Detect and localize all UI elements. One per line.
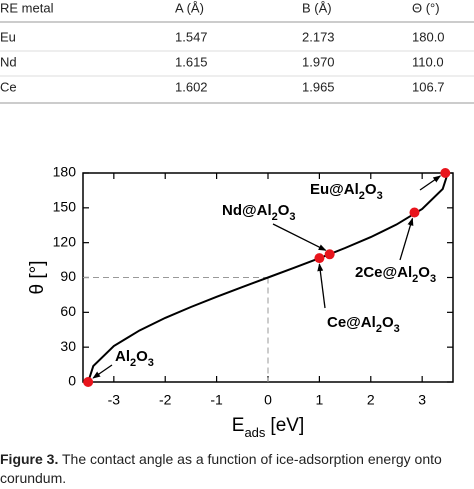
- data-point: [324, 249, 335, 260]
- table-cell: 1.615: [175, 54, 208, 69]
- y-tick-label: 90: [60, 268, 76, 284]
- table-cell: 1.602: [175, 79, 208, 94]
- x-tick-label: 1: [315, 392, 323, 408]
- x-tick-label: 0: [264, 392, 272, 408]
- table-header: RE metal: [0, 0, 54, 15]
- annotation-arrow: [317, 263, 326, 309]
- annotation-arrow: [399, 217, 414, 261]
- point-label: 2Ce@Al2O3: [355, 264, 436, 285]
- table-header: Θ (°): [412, 0, 440, 15]
- x-axis-label-part: E: [232, 415, 245, 436]
- x-axis-label-part: ads: [244, 425, 265, 440]
- table-cell: Ce: [0, 79, 17, 94]
- caption-text: The contact angle as a function of ice-a…: [0, 451, 442, 486]
- data-point: [83, 377, 94, 387]
- annotation-arrow: [419, 175, 442, 191]
- table-cell: 106.7: [412, 79, 445, 94]
- y-tick-label: 60: [60, 303, 76, 319]
- table-cell: 1.970: [302, 54, 335, 69]
- point-label: Eu@Al2O3: [310, 181, 383, 202]
- caption-label: Figure 3.: [0, 451, 59, 467]
- data-point: [409, 207, 420, 218]
- point-label: Nd@Al2O3: [222, 202, 296, 223]
- x-axis-label-part: [eV]: [270, 415, 304, 436]
- table-header: B (Å): [302, 0, 332, 15]
- x-tick-label: 2: [367, 392, 375, 408]
- x-tick-label: -3: [108, 392, 121, 408]
- x-tick-label: -1: [210, 392, 223, 408]
- annotation-arrow: [92, 364, 113, 379]
- y-axis-label: θ [°]: [27, 260, 48, 294]
- x-axis-label: Eads [eV]: [232, 415, 304, 440]
- table-cell: 1.547: [175, 29, 208, 44]
- x-tick-label: 3: [418, 392, 426, 408]
- x-tick-label: -2: [159, 392, 172, 408]
- caption: Figure 3. The contact angle as a functio…: [0, 450, 474, 488]
- annotation-arrow: [272, 223, 327, 251]
- table-cell: 1.965: [302, 79, 335, 94]
- point-label: Al2O3: [115, 348, 154, 369]
- y-tick-label: 180: [53, 164, 77, 180]
- y-tick-label: 120: [53, 233, 77, 249]
- y-tick-label: 0: [68, 373, 76, 389]
- curve: [87, 172, 449, 383]
- figure: RE metal A (Å) B (Å) Θ (°) Eu 1.547 2.173 180.0…: [0, 0, 474, 440]
- table-cell: Nd: [0, 54, 17, 69]
- data-point: [440, 168, 451, 178]
- table-cell: 180.0: [412, 29, 445, 44]
- point-label: Ce@Al2O3: [327, 314, 400, 335]
- data-point: [314, 253, 325, 264]
- table-header: A (Å): [175, 0, 204, 15]
- table-cell: Eu: [0, 29, 16, 44]
- table-cell: 2.173: [302, 29, 335, 44]
- table-cell: 110.0: [412, 54, 444, 69]
- y-tick-label: 30: [60, 338, 76, 354]
- y-tick-label: 150: [53, 199, 77, 215]
